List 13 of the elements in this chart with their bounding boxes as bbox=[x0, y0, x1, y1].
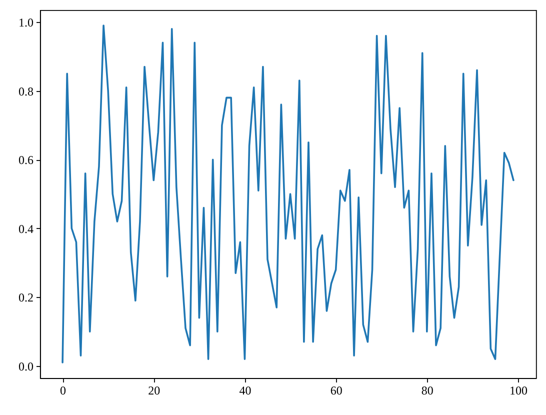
y-tick-label: 1.0 bbox=[18, 16, 34, 30]
x-tick-label: 20 bbox=[148, 384, 160, 398]
y-tick-label: 0.6 bbox=[18, 153, 34, 168]
y-tick-label: 0.8 bbox=[18, 84, 34, 98]
y-tick-label: 0.2 bbox=[18, 290, 34, 305]
y-tick-label: 0.4 bbox=[18, 222, 34, 236]
x-tick-label: 60 bbox=[330, 384, 342, 398]
line-series bbox=[62, 24, 514, 364]
y-tick-label: 0.0 bbox=[18, 359, 34, 374]
x-tick-label: 40 bbox=[239, 384, 252, 398]
x-tick-label: 100 bbox=[510, 384, 528, 398]
x-tick-label: 80 bbox=[421, 384, 434, 398]
x-tick-label: 0 bbox=[60, 384, 66, 398]
